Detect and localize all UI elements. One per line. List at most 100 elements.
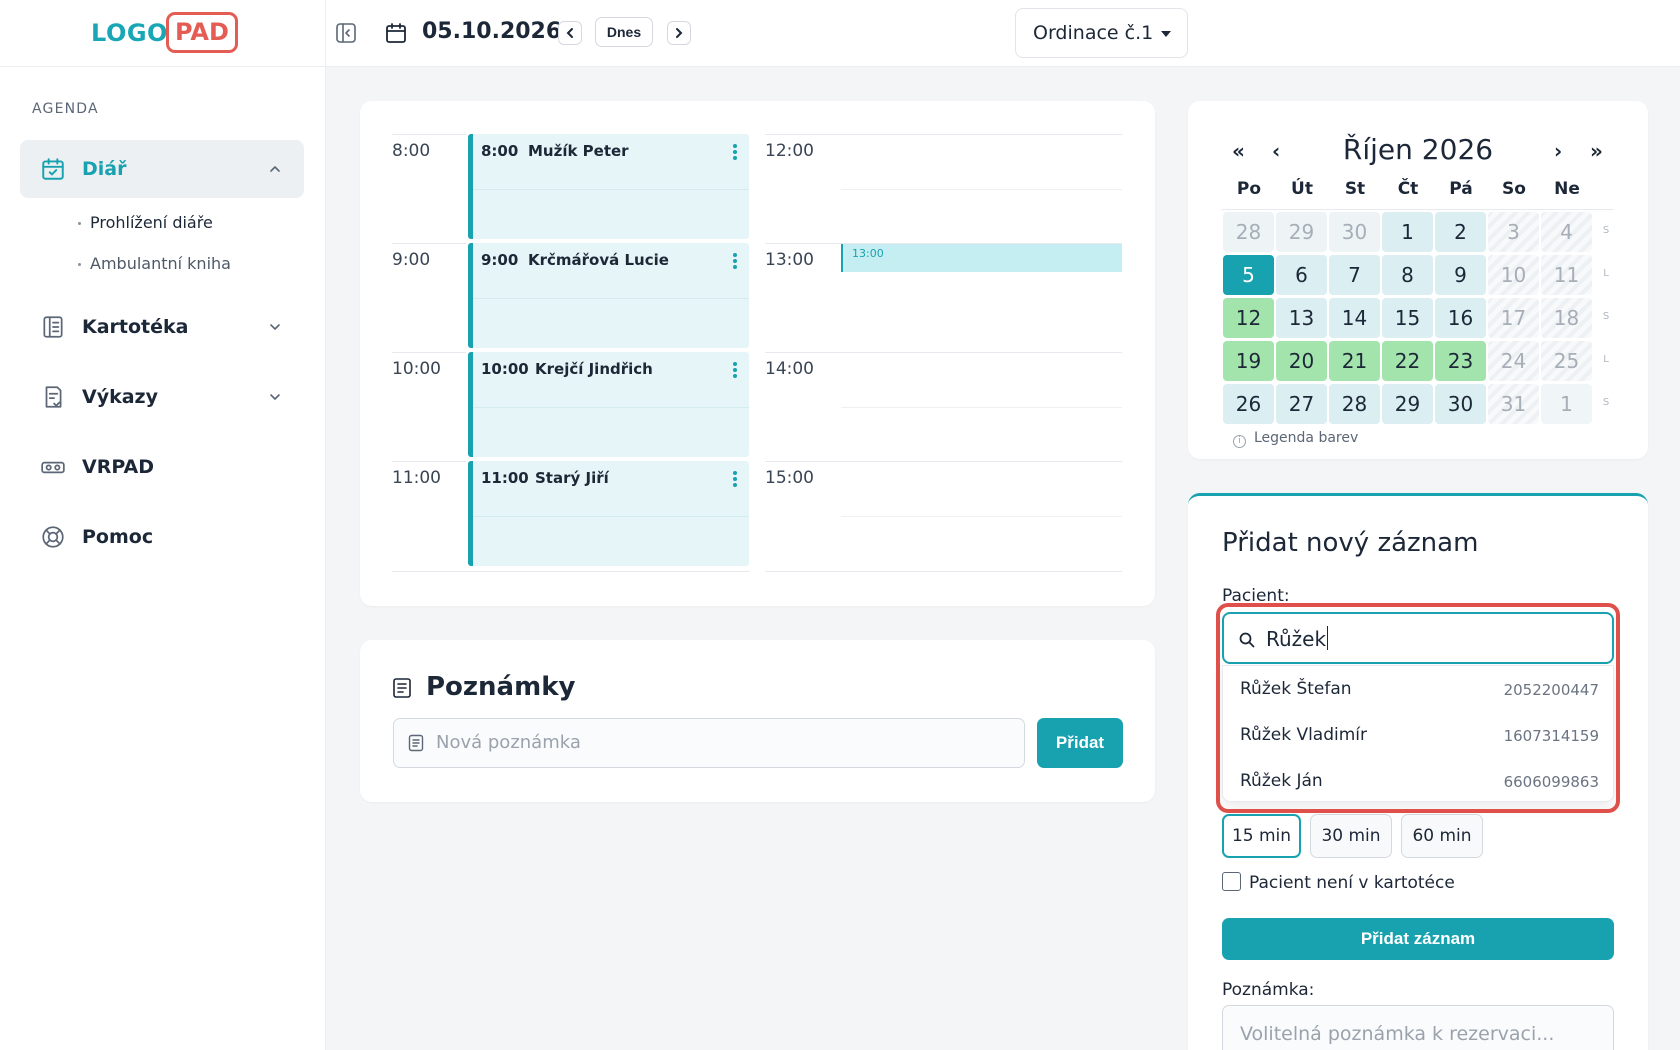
calendar-day[interactable]: 7: [1329, 255, 1380, 295]
checkbox[interactable]: [1222, 872, 1241, 891]
add-record-button[interactable]: Přidat záznam: [1222, 918, 1614, 960]
calendar-icon[interactable]: [384, 21, 408, 45]
add-note-button[interactable]: Přidat: [1037, 718, 1123, 768]
calendar-day[interactable]: 21: [1329, 341, 1380, 381]
calendar-day[interactable]: 8: [1382, 255, 1433, 295]
patient-option[interactable]: Růžek Ján 6606099863: [1240, 771, 1599, 791]
calendar-day[interactable]: 4: [1541, 212, 1592, 252]
calendar-day[interactable]: 22: [1382, 341, 1433, 381]
note-label: Poznámka:: [1222, 980, 1315, 1000]
calendar-day[interactable]: 29: [1276, 212, 1327, 252]
calendar-day[interactable]: 18: [1541, 298, 1592, 338]
kebab-menu-icon[interactable]: [731, 360, 739, 382]
appointment[interactable]: 11:00 Starý Jiří: [468, 461, 749, 566]
not-in-registry-checkbox[interactable]: Pacient není v kartotéce: [1222, 872, 1455, 893]
calendar-day[interactable]: 23: [1435, 341, 1486, 381]
calendar-day[interactable]: 3: [1488, 212, 1539, 252]
prev-month-button[interactable]: ‹: [1272, 139, 1281, 163]
calendar-day[interactable]: 9: [1435, 255, 1486, 295]
calendar-day[interactable]: 19: [1223, 341, 1274, 381]
kebab-menu-icon[interactable]: [731, 142, 739, 164]
calendar-day[interactable]: 17: [1488, 298, 1539, 338]
chevron-down-icon: [270, 324, 280, 330]
sidebar-subitem-prohlizeni[interactable]: Prohlížení diáře: [78, 213, 213, 232]
appointment-name: Mužík Peter: [528, 142, 629, 160]
time-label: 12:00: [765, 141, 814, 161]
appointment[interactable]: 10:00 Krejčí Jindřich: [468, 352, 749, 457]
sidebar-item-label: Výkazy: [82, 386, 158, 408]
kebab-menu-icon[interactable]: [731, 251, 739, 273]
appointment-time: 10:00: [481, 360, 529, 378]
calendar-day[interactable]: 30: [1435, 384, 1486, 424]
duration-60-button[interactable]: 60 min: [1401, 814, 1483, 858]
appointment[interactable]: 9:00 Krčmářová Lucie: [468, 243, 749, 348]
next-day-button[interactable]: [667, 21, 691, 45]
calendar-check-icon: [42, 158, 64, 180]
notes-card: Poznámky Nová poznámka Přidat: [360, 640, 1155, 802]
kebab-menu-icon[interactable]: [731, 469, 739, 491]
duration-30-button[interactable]: 30 min: [1310, 814, 1392, 858]
calendar-title: Říjen 2026: [1342, 133, 1494, 166]
search-icon: [1239, 632, 1255, 648]
vr-icon: [41, 461, 65, 474]
appointment-name: Starý Jiří: [535, 469, 609, 487]
calendar-day[interactable]: 1: [1541, 384, 1592, 424]
patient-option[interactable]: Růžek Štefan 2052200447: [1240, 679, 1599, 699]
calendar-day[interactable]: 2: [1435, 212, 1486, 252]
calendar-day[interactable]: 14: [1329, 298, 1380, 338]
time-label: 8:00: [392, 141, 431, 161]
appointment[interactable]: 8:00 Mužík Peter: [468, 134, 749, 239]
calendar-day[interactable]: 13: [1276, 298, 1327, 338]
weekday-label: Čt: [1397, 179, 1419, 199]
sidebar-item-vrpad[interactable]: VRPAD: [20, 438, 304, 496]
add-record-title: Přidat nový záznam: [1222, 528, 1479, 558]
sidebar-subitem-ambulantni[interactable]: Ambulantní kniha: [78, 254, 231, 273]
duration-15-button[interactable]: 15 min: [1222, 814, 1301, 858]
calendar-day[interactable]: 16: [1435, 298, 1486, 338]
note-input[interactable]: Nová poznámka: [393, 718, 1025, 768]
prev-day-button[interactable]: [558, 21, 582, 45]
calendar-day[interactable]: 10: [1488, 255, 1539, 295]
calendar-day[interactable]: 27: [1276, 384, 1327, 424]
logo[interactable]: LOGO PAD: [0, 0, 326, 67]
sidebar-item-pomoc[interactable]: Pomoc: [20, 508, 304, 566]
weekday-label: So: [1502, 179, 1526, 199]
weekday-label: Ne: [1554, 179, 1580, 199]
sidebar-toggle-icon[interactable]: [335, 22, 357, 44]
calendar-day[interactable]: 1: [1382, 212, 1433, 252]
calendar-day[interactable]: 24: [1488, 341, 1539, 381]
calendar-day[interactable]: 29: [1382, 384, 1433, 424]
calendar-day[interactable]: 20: [1276, 341, 1327, 381]
calendar-day[interactable]: 5: [1223, 255, 1274, 295]
time-label: 14:00: [765, 359, 814, 379]
clinic-select[interactable]: Ordinace č.1: [1015, 8, 1188, 58]
notes-icon: [393, 678, 411, 698]
week-marker: L: [1603, 354, 1609, 365]
patient-option[interactable]: Růžek Vladimír 1607314159: [1240, 725, 1599, 745]
record-note-input[interactable]: Volitelná poznámka k rezervaci...: [1222, 1005, 1614, 1050]
calendar-day[interactable]: 6: [1276, 255, 1327, 295]
next-year-button[interactable]: »: [1590, 139, 1603, 163]
sidebar-item-kartoteka[interactable]: Kartotéka: [20, 298, 304, 356]
calendar-day[interactable]: 12: [1223, 298, 1274, 338]
calendar-day[interactable]: 31: [1488, 384, 1539, 424]
calendar-day[interactable]: 11: [1541, 255, 1592, 295]
calendar-day[interactable]: 28: [1223, 212, 1274, 252]
calendar-day[interactable]: 30: [1329, 212, 1380, 252]
color-legend-link[interactable]: i Legenda barev: [1233, 430, 1358, 448]
today-button[interactable]: Dnes: [595, 17, 653, 47]
calendar-day[interactable]: 25: [1541, 341, 1592, 381]
selected-slot[interactable]: 13:00: [841, 244, 1122, 272]
sidebar-item-vykazy[interactable]: Výkazy: [20, 368, 304, 426]
info-icon: i: [1233, 435, 1246, 448]
calendar-day[interactable]: 15: [1382, 298, 1433, 338]
prev-year-button[interactable]: «: [1232, 139, 1245, 163]
patient-search-input[interactable]: Růžek: [1222, 612, 1614, 664]
calendar-day[interactable]: 26: [1223, 384, 1274, 424]
sidebar-item-diar[interactable]: Diář: [20, 140, 304, 198]
calendar-day[interactable]: 28: [1329, 384, 1380, 424]
next-month-button[interactable]: ›: [1554, 139, 1563, 163]
schedule-card: 8:00 9:00 10:00 11:00 8:00 Mužík Peter 9…: [360, 101, 1155, 606]
chevron-right-icon: [676, 28, 683, 38]
logo-text: LOGO: [91, 19, 168, 47]
